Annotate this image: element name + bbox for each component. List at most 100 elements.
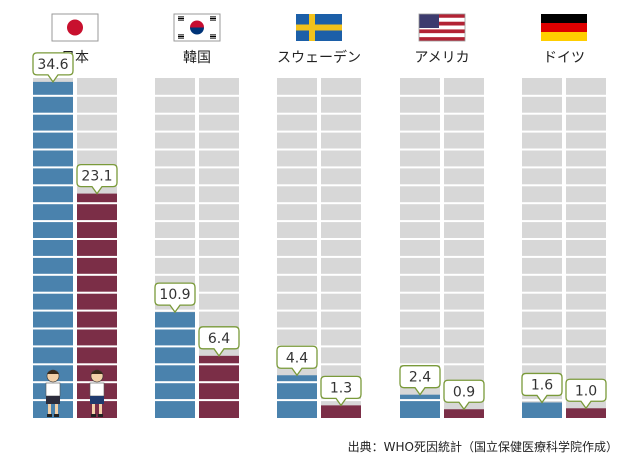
block-divider (400, 273, 440, 276)
data-label: 1.0 (565, 378, 607, 410)
block-divider (33, 220, 73, 223)
data-label-text: 6.4 (208, 331, 230, 347)
block-divider (321, 148, 361, 151)
block-divider (444, 309, 484, 312)
block-divider (77, 255, 117, 258)
bar (444, 409, 484, 418)
data-label-bubble (443, 379, 485, 411)
block-divider (77, 94, 117, 97)
block-divider (277, 94, 317, 97)
data-label-bubble (198, 326, 240, 357)
block-divider (33, 94, 73, 97)
data-label-bubble (276, 345, 318, 377)
block-divider (444, 255, 484, 258)
block-divider (566, 273, 606, 276)
block-divider (444, 220, 484, 223)
data-label: 1.3 (320, 375, 362, 407)
block-divider (400, 220, 440, 223)
block-divider (400, 184, 440, 187)
block-divider (566, 202, 606, 205)
data-label-bubble (399, 365, 441, 396)
block-divider (321, 345, 361, 348)
block-divider (77, 148, 117, 151)
block-divider (566, 220, 606, 223)
block-divider (199, 166, 239, 169)
data-label: 2.4 (399, 365, 441, 396)
block-divider (155, 184, 195, 187)
bar (566, 408, 606, 418)
block-divider (522, 238, 562, 240)
block-divider (566, 184, 606, 187)
block-divider (277, 273, 317, 276)
block-divider (77, 273, 117, 276)
data-label-text: 1.3 (330, 380, 352, 396)
block-divider (33, 291, 73, 294)
block-divider (77, 363, 117, 366)
background-column (566, 78, 606, 418)
block-divider (33, 327, 73, 330)
data-label: 10.9 (154, 282, 196, 314)
block-divider (33, 255, 73, 258)
block-divider (277, 220, 317, 223)
block-divider (400, 130, 440, 133)
block-divider (77, 202, 117, 205)
block-divider (522, 166, 562, 169)
block-divider (199, 363, 239, 366)
block-divider (33, 130, 73, 133)
block-divider (77, 327, 117, 330)
block-divider (522, 309, 562, 312)
block-divider (321, 130, 361, 133)
block-divider (321, 238, 361, 240)
block-divider (444, 184, 484, 187)
data-label-bubble (154, 282, 196, 314)
background-column (400, 78, 440, 418)
data-label-bubble (565, 378, 607, 410)
block-divider (277, 327, 317, 330)
block-divider (566, 255, 606, 258)
block-divider (444, 273, 484, 276)
block-divider (199, 399, 239, 402)
block-divider (444, 202, 484, 205)
block-divider (522, 148, 562, 151)
block-divider (566, 309, 606, 312)
block-divider (277, 399, 317, 402)
block-divider (199, 255, 239, 258)
block-divider (400, 202, 440, 205)
data-label: 34.6 (32, 52, 74, 84)
data-label-text: 34.6 (37, 57, 68, 73)
block-divider (199, 184, 239, 187)
block-divider (199, 148, 239, 151)
block-divider (400, 399, 440, 402)
block-divider (199, 291, 239, 294)
block-divider (400, 255, 440, 258)
bar (33, 81, 73, 418)
block-divider (33, 238, 73, 240)
block-divider (277, 238, 317, 240)
block-divider (566, 148, 606, 151)
block-divider (199, 220, 239, 223)
block-divider (321, 112, 361, 115)
block-divider (277, 381, 317, 384)
block-divider (277, 130, 317, 133)
block-divider (33, 363, 73, 366)
block-divider (77, 130, 117, 133)
girl-figure-icon (89, 369, 105, 417)
block-divider (199, 273, 239, 276)
block-divider (321, 202, 361, 205)
block-divider (522, 255, 562, 258)
korea-flag (173, 13, 221, 42)
block-divider (522, 94, 562, 97)
data-label-bubble (32, 52, 74, 84)
block-divider (277, 202, 317, 205)
block-divider (277, 255, 317, 258)
block-divider (33, 273, 73, 276)
block-divider (155, 130, 195, 133)
data-label-text: 1.6 (531, 377, 553, 393)
block-divider (400, 291, 440, 294)
block-divider (277, 291, 317, 294)
block-divider (155, 238, 195, 240)
block-divider (321, 291, 361, 294)
block-divider (321, 363, 361, 366)
block-divider (321, 184, 361, 187)
